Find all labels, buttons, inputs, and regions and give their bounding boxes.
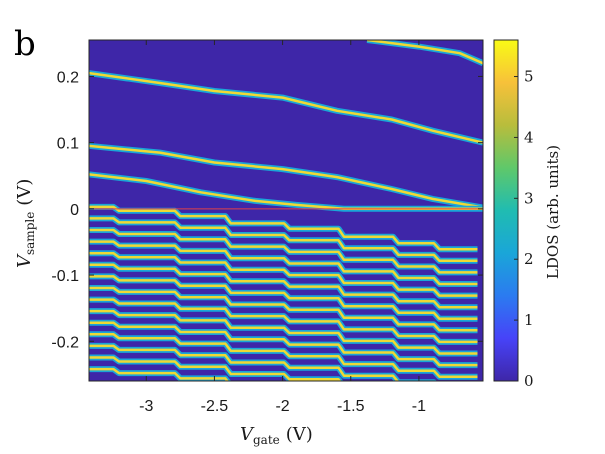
panel-label: b xyxy=(14,24,36,64)
x-tick-label: -1.5 xyxy=(337,398,365,415)
x-axis-title: Vgate (V) xyxy=(240,424,313,447)
lower-level-1 xyxy=(89,205,478,251)
colorbar-tick-label: 2 xyxy=(524,250,534,268)
lower-level-5 xyxy=(89,251,478,297)
lower-level-8 xyxy=(89,286,478,332)
x-tick-label: -2.5 xyxy=(201,398,229,415)
y-tick-label: 0.1 xyxy=(57,136,79,153)
lower-level-10 xyxy=(89,309,478,355)
heatmap-levels xyxy=(89,40,483,381)
y-tick-label: 0.2 xyxy=(57,69,79,86)
plot-area xyxy=(88,39,484,382)
lower-level-4 xyxy=(89,240,478,286)
upper-level-4 xyxy=(366,40,483,65)
colorbar: 0 1 2 3 4 5 LDOS (arb. units) xyxy=(493,39,562,390)
lower-level-13 xyxy=(89,344,400,381)
lower-level-3 xyxy=(89,228,478,274)
lower-level-9 xyxy=(89,298,478,344)
y-tick-label: -0.2 xyxy=(51,334,79,351)
x-tick-label: -2 xyxy=(275,398,289,415)
colorbar-title: LDOS (arb. units) xyxy=(544,145,562,279)
y-axis-title: Vsample(V) xyxy=(14,179,37,268)
lower-level-14 xyxy=(89,356,342,381)
upper-level-1 xyxy=(89,71,483,144)
colorbar-tick-label: 1 xyxy=(524,311,534,329)
plot-frame xyxy=(88,39,484,382)
lower-level-6 xyxy=(89,263,478,309)
colorbar-ticks: 0 1 2 3 4 5 xyxy=(514,68,534,390)
lower-level-15 xyxy=(89,367,229,381)
upper-level-2 xyxy=(89,144,483,209)
x-tick-label: -1 xyxy=(412,398,426,415)
lower-level-11 xyxy=(89,321,478,367)
x-tick-label: -3 xyxy=(139,398,153,415)
x-axis-ticks: -3 -2.5 -2 -1.5 -1 xyxy=(139,40,426,415)
lower-level-12 xyxy=(89,333,478,378)
y-axis-ticks: 0.2 0.1 0 -0.1 -0.2 xyxy=(51,69,483,351)
colorbar-tick-label: 0 xyxy=(524,372,534,390)
colorbar-gradient xyxy=(493,39,519,382)
lower-level-2 xyxy=(89,217,478,263)
colorbar-tick-label: 4 xyxy=(524,128,534,146)
colorbar-tick-label: 5 xyxy=(524,68,534,86)
lower-level-7 xyxy=(89,275,478,321)
y-tick-label: 0 xyxy=(70,202,79,219)
colorbar-tick-label: 3 xyxy=(524,189,534,207)
y-tick-label: -0.1 xyxy=(51,268,79,285)
